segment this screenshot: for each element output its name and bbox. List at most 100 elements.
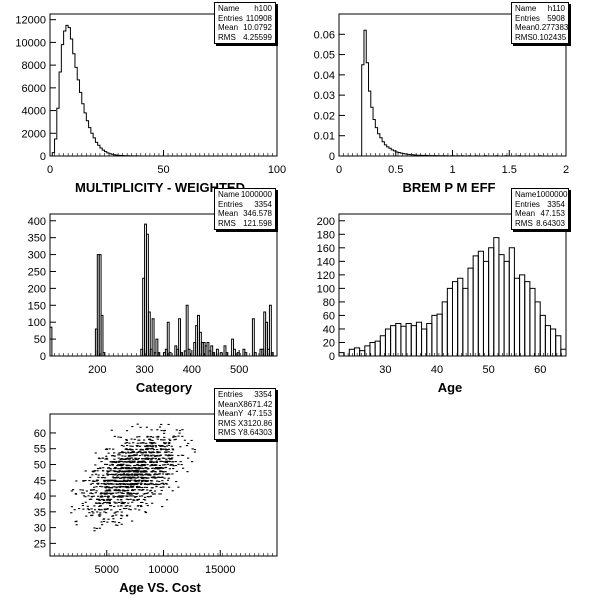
scatter-point xyxy=(89,483,92,485)
scatter-point xyxy=(132,495,135,497)
scatter-point xyxy=(191,448,194,450)
scatter-point xyxy=(145,503,148,505)
stats-label: Mean xyxy=(218,209,239,218)
scatter-point xyxy=(133,470,136,472)
stats-label: Entries xyxy=(218,199,243,209)
scatter-point xyxy=(149,436,152,438)
scatter-point xyxy=(124,461,127,463)
scatter-point xyxy=(127,452,131,454)
scatter-point xyxy=(87,495,90,497)
scatter-point xyxy=(119,484,122,486)
scatter-point xyxy=(103,486,107,488)
scatter-point xyxy=(163,448,166,450)
scatter-point xyxy=(172,436,175,438)
scatter-point xyxy=(145,467,148,469)
scatter-point xyxy=(177,463,180,465)
histogram-bin xyxy=(236,352,240,356)
scatter-point xyxy=(106,474,109,476)
scatter-point xyxy=(138,436,141,438)
scatter-point xyxy=(108,480,111,482)
scatter-point xyxy=(147,458,150,460)
scatter-point xyxy=(74,521,77,523)
scatter-point xyxy=(125,508,128,510)
scatter-point xyxy=(115,492,118,494)
scatter-point xyxy=(112,483,115,485)
scatter-point xyxy=(111,473,114,475)
scatter-point xyxy=(154,477,157,479)
scatter-point xyxy=(121,455,124,457)
scatter-point xyxy=(98,515,101,517)
scatter-point xyxy=(145,471,148,473)
scatter-point xyxy=(128,471,131,473)
scatter-point xyxy=(137,476,140,478)
scatter-point xyxy=(146,464,149,466)
scatter-point xyxy=(151,470,154,472)
stats-row: RMS 121.598 xyxy=(218,219,272,229)
scatter-point xyxy=(145,486,149,488)
scatter-point xyxy=(113,506,116,508)
scatter-point xyxy=(107,452,110,454)
scatter-point xyxy=(113,461,116,463)
x-tick-label: 300 xyxy=(135,364,153,376)
scatter-point xyxy=(168,442,171,444)
scatter-point xyxy=(92,495,95,497)
scatter-point xyxy=(81,505,84,507)
scatter-point xyxy=(171,448,174,450)
scatter-point xyxy=(114,477,117,479)
scatter-point xyxy=(193,449,196,451)
scatter-point xyxy=(141,501,144,503)
stats-value: 3354 xyxy=(254,390,272,399)
histogram-bin xyxy=(98,254,102,356)
stats-value: 5908 xyxy=(547,13,565,23)
scatter-point xyxy=(91,514,94,516)
scatter-point xyxy=(125,430,129,432)
scatter-point xyxy=(146,489,149,491)
scatter-point xyxy=(121,451,124,453)
scatter-point xyxy=(115,514,118,516)
scatter-point xyxy=(147,477,150,479)
scatter-point xyxy=(180,454,183,456)
scatter-point xyxy=(113,458,116,460)
scatter-point xyxy=(128,442,131,444)
scatter-point xyxy=(138,495,141,497)
scatter-point xyxy=(108,489,111,491)
scatter-point xyxy=(135,454,138,456)
x-axis-label: MULTIPLICITY - WEIGHTED xyxy=(75,180,245,195)
scatter-point xyxy=(82,492,86,494)
scatter-point xyxy=(119,474,122,476)
scatter-point xyxy=(125,439,128,441)
scatter-point xyxy=(124,448,127,450)
stats-row: Mean 10.0792 xyxy=(218,23,272,33)
scatter-point xyxy=(123,477,126,479)
stats-value: 0.102435 xyxy=(532,32,567,42)
y-tick-label: 20 xyxy=(323,337,335,349)
x-tick-label: 500 xyxy=(230,364,248,376)
scatter-point xyxy=(115,487,118,489)
histogram-bin xyxy=(338,352,345,356)
scatter-point xyxy=(171,457,174,459)
scatter-point xyxy=(118,470,121,472)
scatter-point xyxy=(144,462,147,464)
scatter-point xyxy=(124,442,127,444)
scatter-point xyxy=(171,461,174,463)
scatter-point xyxy=(101,503,104,505)
scatter-point xyxy=(88,509,91,511)
scatter-point xyxy=(125,439,128,441)
scatter-point xyxy=(129,445,132,447)
scatter-point xyxy=(94,452,97,454)
scatter-point xyxy=(93,509,97,511)
scatter-point xyxy=(155,486,158,488)
y-tick-label: 350 xyxy=(28,233,46,245)
histogram-bin xyxy=(155,338,159,356)
scatter-point xyxy=(122,461,125,463)
scatter-point xyxy=(109,479,112,481)
scatter-point xyxy=(107,496,110,498)
scatter-point xyxy=(131,426,134,428)
scatter-point xyxy=(164,461,167,463)
scatter-point xyxy=(122,467,125,469)
scatter-point xyxy=(82,508,85,510)
scatter-point xyxy=(125,515,129,517)
scatter-point xyxy=(127,487,130,489)
scatter-point xyxy=(127,467,130,469)
scatter-point xyxy=(104,487,107,489)
